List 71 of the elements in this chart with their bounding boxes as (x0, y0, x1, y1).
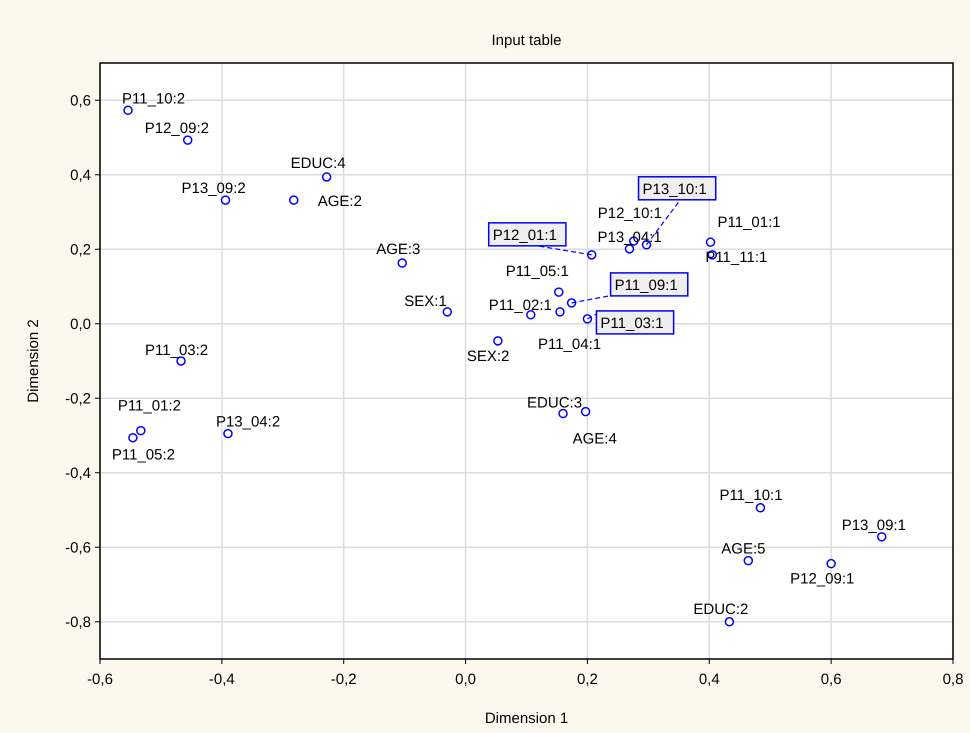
y-tick-label: -0,4 (65, 464, 91, 482)
point (555, 307, 565, 317)
annotation: P11_05:1 (506, 263, 569, 280)
x-tick-label: 0,2 (577, 671, 598, 688)
point (624, 244, 634, 254)
chart-title: Input table (491, 32, 562, 49)
y-tick-label: 0,4 (70, 166, 91, 184)
point (558, 408, 568, 418)
x-tick-label: 0,6 (820, 671, 842, 688)
annotation: P12_10:1 (598, 205, 662, 222)
x-tick-label: 0,4 (698, 671, 720, 688)
point (289, 195, 299, 205)
y-tick-label: 0,2 (70, 241, 91, 258)
y-tick-label: 0,6 (70, 92, 91, 110)
annotation: P11_03:1 (600, 314, 664, 332)
annotation: P13_04:2 (216, 414, 280, 431)
annotation: EDUC:4 (290, 154, 346, 172)
point (223, 428, 233, 438)
x-tick-label: 0,0 (455, 671, 476, 688)
point (744, 556, 754, 566)
annotation: P11_09:1 (614, 276, 678, 294)
annotation: AGE:3 (376, 241, 420, 258)
annotation: P11_01:1 (718, 214, 781, 232)
point (397, 258, 407, 268)
point (582, 314, 592, 324)
point (756, 503, 766, 513)
x-tick-label: 0,8 (942, 671, 964, 688)
point (322, 172, 332, 182)
annotation: SEX:1 (404, 292, 447, 310)
annotation: EDUC:3 (527, 394, 582, 412)
annotation: P12_09:2 (144, 120, 209, 138)
annotation: P11_01:2 (118, 398, 181, 415)
annotation: P11_03:2 (145, 342, 208, 359)
annotation: AGE:2 (318, 193, 362, 210)
point (123, 106, 133, 116)
point (580, 406, 590, 416)
annotation: P11_11:1 (705, 248, 768, 266)
point (826, 558, 836, 568)
point (182, 135, 192, 145)
annotation: P11_05:2 (112, 446, 176, 464)
x-tick-label: -0,2 (330, 671, 357, 688)
annotation: P12_01:1 (492, 226, 557, 244)
x-tick-label: -0,6 (87, 671, 113, 688)
point (220, 195, 230, 205)
y-tick-label: -0,2 (65, 390, 91, 408)
annotation: P13_09:2 (182, 180, 246, 198)
point (128, 432, 138, 442)
point (442, 307, 452, 317)
annotation: AGE:4 (572, 430, 617, 448)
annotation: P12_09:1 (790, 570, 854, 588)
point (136, 426, 146, 436)
annotation: P13_10:1 (642, 180, 707, 198)
annotation: AGE:5 (721, 540, 766, 558)
point (554, 287, 564, 297)
x-tick-label: -0,4 (208, 671, 235, 688)
y-tick-label: -0,8 (65, 614, 91, 631)
annotation: P13_09:1 (842, 516, 906, 534)
y-tick-label: 0,0 (70, 316, 91, 333)
y-tick-label: -0,6 (65, 539, 91, 556)
x-axis-title: Dimension 1 (484, 710, 568, 727)
point (706, 237, 716, 247)
annotation: P11_04:1 (538, 336, 602, 353)
annotation: P11_02:1 (488, 296, 552, 314)
y-axis-title: Dimension 2 (25, 319, 42, 403)
annotation: P11_10:2 (122, 90, 186, 108)
point (493, 336, 503, 346)
annotation: EDUC:2 (693, 600, 748, 618)
annotation: P11_10:1 (719, 486, 783, 504)
point (724, 617, 734, 626)
annotation: SEX:2 (466, 348, 510, 365)
point (876, 532, 886, 542)
